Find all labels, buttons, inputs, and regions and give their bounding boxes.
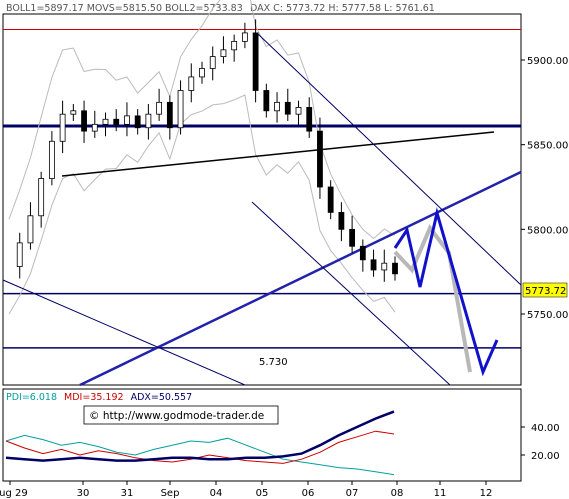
x-axis: Aug 29 30 31 Sep 04 05 06 07 08 11 12: [0, 481, 492, 499]
candle-body: [252, 32, 259, 91]
candle-body: [145, 113, 152, 129]
adx-label: ADX=50.557: [131, 392, 193, 403]
x-tick-label: Sep: [161, 488, 180, 499]
candle-body: [188, 76, 195, 91]
candle-body: [166, 101, 173, 129]
candle-body: [241, 32, 248, 42]
candle-body: [81, 110, 87, 132]
candle-body: [177, 90, 184, 129]
candle-body: [102, 118, 109, 125]
candle-body: [156, 101, 163, 115]
projection-path-blue: [393, 207, 499, 377]
mdi-label: MDI=35.192: [64, 392, 124, 403]
channel-lower: [251, 201, 451, 386]
header-dax: DAX C: 5773.72 H: 5777.58 L: 5761.61: [250, 3, 435, 14]
x-tick-label: 31: [121, 488, 134, 499]
candle-body: [48, 140, 55, 179]
candle-body: [338, 211, 345, 230]
candle-body: [124, 115, 130, 125]
candle-body: [199, 68, 205, 78]
indicator-y-tick-label: 20.00: [531, 451, 560, 462]
candle-body: [209, 56, 216, 69]
candle-body: [392, 262, 398, 275]
header-bollinger: BOLL1=5897.17 MOVS=5815.50 BOLL2=5733.83: [6, 3, 243, 14]
candle-body: [359, 245, 366, 261]
main-layer: [2, 0, 522, 387]
x-tick-label: 30: [77, 488, 90, 499]
watermark-box: [83, 405, 279, 425]
x-tick-label: Aug 29: [0, 488, 28, 499]
dmi-line-mdi: [5, 430, 395, 464]
x-tick-label: 06: [302, 488, 315, 499]
dmi-line-adx: [5, 410, 395, 462]
x-tick-label: 08: [391, 488, 404, 499]
candle-body: [306, 107, 313, 132]
y-tick-label: 5800.00: [527, 225, 568, 236]
candle-body: [27, 215, 34, 244]
candle-body: [349, 228, 356, 247]
level-label: 5.730: [259, 357, 288, 368]
x-tick-label: 12: [480, 488, 493, 499]
trendline-rising-support: [79, 170, 522, 387]
candle-body: [381, 262, 388, 271]
candle-body: [284, 101, 291, 115]
candle-body: [370, 259, 377, 271]
candle-body: [134, 115, 141, 129]
trendline-black: [61, 131, 495, 177]
candle-body: [263, 90, 270, 112]
candle-body: [274, 101, 280, 112]
indicator-header: PDI=6.018 MDI=35.192 ADX=50.557: [6, 392, 192, 403]
indicator-layer: [5, 410, 395, 476]
y-tick-label: 5900.00: [527, 56, 568, 67]
x-tick-label: 04: [210, 488, 223, 499]
main-plot-frame: [2, 13, 522, 386]
projection-path-gray: [393, 224, 472, 373]
current-price-label: 5773.72: [525, 286, 566, 297]
y-tick-label: 5750.00: [527, 310, 568, 321]
candle-body: [70, 110, 77, 115]
current-price-tag: [522, 282, 568, 298]
indicator-plot-frame: [2, 388, 522, 482]
candle-body: [59, 113, 66, 142]
candle-body: [38, 178, 45, 217]
indicator-y-tick-label: 40.00: [531, 423, 560, 434]
candle-body: [113, 118, 120, 125]
candle-body: [91, 123, 98, 132]
bollinger-lower-band: [8, 94, 396, 315]
candle-body: [327, 186, 334, 213]
dmi-line-pdi: [5, 434, 395, 476]
x-tick-label: 05: [256, 488, 269, 499]
y-tick-label: 5850.00: [527, 141, 568, 152]
watermark-text: © http://www.godmode-trader.de: [89, 410, 264, 422]
candle-body: [295, 107, 302, 115]
x-tick-label: 07: [346, 488, 359, 499]
candle-body: [220, 49, 227, 58]
bollinger-upper-band: [8, 0, 396, 240]
y-axis-indicator: 20.00 40.00: [521, 423, 560, 462]
candle-body: [16, 242, 23, 267]
candle-body: [317, 130, 323, 188]
trendline-falling: [2, 279, 246, 386]
candle-body: [231, 40, 238, 51]
y-axis-main: 5750.00 5800.00 5850.00 5900.00: [521, 56, 568, 321]
channel-upper: [257, 33, 522, 286]
x-tick-label: 11: [434, 488, 447, 499]
pdi-label: PDI=6.018: [6, 392, 57, 403]
